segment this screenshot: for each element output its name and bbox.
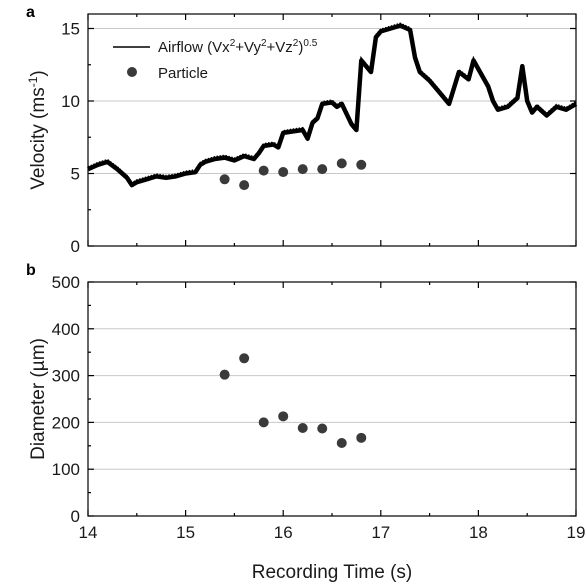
panel-a-letter: a [26, 4, 35, 21]
panel-b-y-tick-label: 500 [52, 273, 80, 292]
panel-b-ticks [87, 281, 577, 517]
x-axis-label: Recording Time (s) [252, 562, 413, 583]
panel-a-y-tick-label: 5 [71, 165, 80, 184]
panel-b-y-tick-label: 200 [52, 413, 80, 432]
legend-airflow-sup: 2 [261, 38, 267, 49]
particle-velocity-point [219, 174, 230, 185]
panel-a-y-tick-label: 0 [71, 237, 80, 256]
particle-diameter-point [278, 411, 289, 422]
airflow-velocity-noise [87, 22, 577, 185]
panel-a-ticks [87, 14, 577, 247]
panel-a-y-axis-label-main: Velocity (ms [28, 87, 49, 189]
particle-velocity-point [317, 164, 328, 175]
x-tick-label: 15 [176, 523, 195, 542]
panel-a-y-axis-label-sup: -1 [26, 76, 40, 87]
panel-b-y-tick-label: 100 [52, 460, 80, 479]
particle-velocity-point [356, 159, 367, 170]
panel-b-grid [88, 328, 576, 470]
panel-a-y-tick-label: 15 [61, 20, 80, 39]
panel-a-y-tick-labels: 0 5 10 15 [61, 20, 80, 257]
legend-airflow-sup: 0.5 [303, 38, 317, 49]
x-tick-label: 19 [567, 523, 586, 542]
panel-b-y-tick-label: 400 [52, 320, 80, 339]
particle-diameter-point [356, 432, 367, 443]
panel-b: b 0 100 200 300 400 500 14 15 16 17 18 19 Diameter… [26, 262, 585, 583]
panel-b-y-tick-label: 300 [52, 367, 80, 386]
panel-b-frame [87, 281, 577, 517]
panel-b-y-tick-label: 0 [71, 507, 80, 526]
particle-diameter-point [336, 437, 347, 448]
panel-a-legend: Airflow (Vx2+Vy2+Vz2)0.5 Particle [113, 38, 318, 82]
panel-b-series [219, 353, 367, 448]
panel-b-y-axis-label: Diameter (µm) [28, 338, 49, 460]
legend-airflow-part: +Vy [235, 39, 261, 56]
particle-velocity-point [336, 158, 347, 169]
x-tick-label: 14 [79, 523, 98, 542]
particle-velocity-point [297, 164, 308, 175]
particle-diameter-point [297, 423, 308, 434]
panel-a-y-axis-label: Velocity (ms-1) [26, 70, 49, 189]
particle-velocity-point [278, 167, 289, 178]
legend-label-particle: Particle [158, 65, 208, 82]
panel-b-x-tick-labels: 14 15 16 17 18 19 [79, 523, 586, 542]
x-tick-label: 16 [274, 523, 293, 542]
legend-airflow-sup: 2 [293, 38, 299, 49]
particle-diameter-point [258, 417, 269, 428]
legend-airflow-sup: 2 [230, 38, 236, 49]
legend-label-airflow: Airflow (Vx2+Vy2+Vz2)0.5 [158, 38, 318, 56]
particle-velocity-point [258, 165, 269, 176]
x-tick-label: 18 [469, 523, 488, 542]
legend-airflow-part: ) [298, 39, 303, 56]
particle-velocity-point [239, 180, 250, 191]
legend-marker-particle [127, 67, 137, 77]
panel-b-y-tick-labels: 0 100 200 300 400 500 [52, 273, 80, 526]
legend-airflow-part: +Vz [267, 39, 293, 56]
panel-a-y-axis-label-end: ) [28, 70, 49, 76]
panel-b-letter: b [26, 262, 36, 279]
particle-diameter-point [239, 353, 250, 364]
panel-a-series [87, 22, 578, 191]
particle-diameter-point [219, 369, 230, 380]
legend-airflow-part: Airflow (Vx [158, 39, 230, 56]
particle-diameter-point [317, 423, 328, 434]
x-tick-label: 17 [371, 523, 390, 542]
panel-a-y-tick-label: 10 [61, 92, 80, 111]
